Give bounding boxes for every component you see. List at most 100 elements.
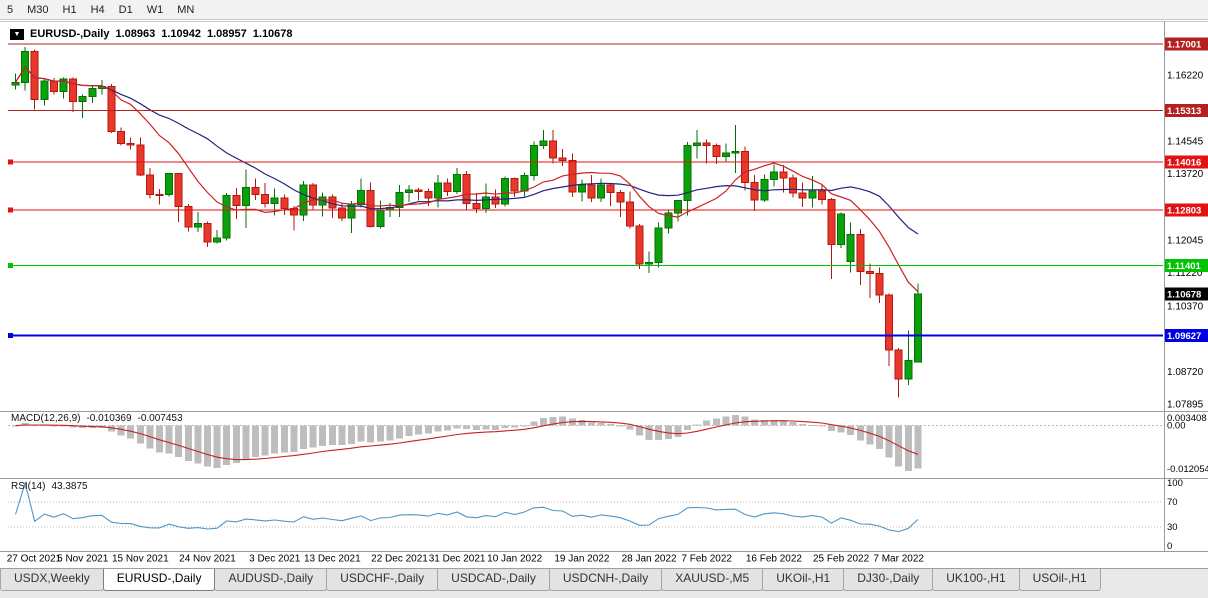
macd-bar <box>184 425 192 461</box>
timeframe-button-5[interactable]: 5 <box>7 3 14 16</box>
macd-bar <box>559 416 567 426</box>
macd-bar <box>530 421 538 426</box>
macd-axis-max: 0.003408 <box>1167 413 1207 424</box>
tab-usdx-weekly[interactable]: USDX,Weekly <box>0 569 104 591</box>
macd-bar <box>741 416 749 426</box>
date-label: 31 Dec 2021 <box>429 554 486 565</box>
macd-bar <box>463 425 471 429</box>
candle-down <box>558 148 567 167</box>
price-axis-label: 1.11220 <box>1167 268 1203 279</box>
candle-down <box>635 223 644 269</box>
macd-bar <box>520 425 528 427</box>
timeframe-button-w1[interactable]: W1 <box>146 3 164 16</box>
macd-bar <box>242 425 250 460</box>
price-badge-text: 1.14016 <box>1167 158 1201 169</box>
candle-up <box>222 193 231 241</box>
macd-bar <box>866 425 874 445</box>
macd-bar <box>837 425 845 433</box>
candle-up <box>213 229 222 244</box>
macd-bar <box>338 425 346 446</box>
candle-down <box>136 137 145 177</box>
tab-ukoil-h1[interactable]: UKOil-,H1 <box>762 569 845 591</box>
candle-down <box>261 183 270 208</box>
candle-down <box>798 182 807 207</box>
hline-handle[interactable] <box>8 207 13 213</box>
macd-bar <box>616 425 624 427</box>
macd-bar <box>376 425 384 442</box>
ohlc-high: 1.10942 <box>161 28 201 40</box>
macd-bar <box>847 425 855 436</box>
tab-uk100-h1[interactable]: UK100-,H1 <box>932 569 1020 591</box>
date-label: 22 Dec 2021 <box>371 554 428 565</box>
macd-bar <box>348 425 355 444</box>
timeframe-button-mn[interactable]: MN <box>177 3 195 16</box>
date-label: 27 Oct 2021 <box>7 554 62 565</box>
candle-up <box>165 172 174 197</box>
macd-bar <box>156 425 163 453</box>
candle-down <box>865 263 874 298</box>
macd-bar <box>290 425 298 453</box>
macd-bar <box>213 425 221 469</box>
candle-up <box>318 192 327 217</box>
tab-usoil-h1[interactable]: USOil-,H1 <box>1018 569 1101 591</box>
timeframe-button-h4[interactable]: H4 <box>90 3 105 16</box>
macd-bar <box>789 422 797 426</box>
tab-usdcad-daily[interactable]: USDCAD-,Daily <box>437 569 550 591</box>
ohlc-close: 1.10678 <box>252 28 293 40</box>
timeframe-button-h1[interactable]: H1 <box>62 3 77 16</box>
rsi-name: RSI(14) <box>11 481 46 492</box>
tab-xauusd-m5[interactable]: XAUUSD-,M5 <box>661 569 764 591</box>
price-axis-label: 1.10370 <box>1167 302 1204 313</box>
candle-down <box>587 174 596 202</box>
candle-up <box>376 200 385 229</box>
tab-eurusd-daily[interactable]: EURUSD-,Daily <box>102 569 216 591</box>
chevron-down-icon: ▼ <box>13 30 21 38</box>
candle-up <box>693 129 702 159</box>
tab-dj30-daily[interactable]: DJ30-,Daily <box>843 569 934 591</box>
chart-dropdown-button[interactable]: ▼ <box>10 28 24 40</box>
timeframe-button-d1[interactable]: D1 <box>118 3 133 16</box>
macd-bar <box>300 425 307 449</box>
candle-up <box>846 222 855 273</box>
candle-down <box>443 178 452 196</box>
macd-bar <box>21 422 29 426</box>
candle-down <box>126 137 135 150</box>
macd-bar <box>444 425 451 431</box>
tab-audusd-daily[interactable]: AUDUSD-,Daily <box>214 569 328 591</box>
macd-bar <box>818 425 826 427</box>
macd-axis-min: -0.012054 <box>1167 464 1208 475</box>
macd-bar <box>482 425 490 430</box>
macd-bar <box>319 425 327 446</box>
tab-usdcnh-daily[interactable]: USDCNH-,Daily <box>548 569 663 591</box>
macd-bar <box>223 425 231 466</box>
hline-handle[interactable] <box>8 262 13 268</box>
date-label: 10 Jan 2022 <box>487 554 542 565</box>
candle-up <box>904 330 913 385</box>
candle-down <box>203 221 212 248</box>
macd-bar <box>79 425 87 429</box>
price-axis-label: 1.16220 <box>1167 70 1204 81</box>
date-label: 13 Dec 2021 <box>304 554 361 565</box>
candle-up <box>913 283 922 363</box>
hline-handle[interactable] <box>8 333 13 339</box>
macd-bar <box>232 425 240 464</box>
candle-down <box>280 194 289 216</box>
hline-handle[interactable] <box>8 159 13 165</box>
timeframe-button-m30[interactable]: M30 <box>27 3 49 16</box>
candle-down <box>779 165 788 193</box>
macd-indicator-label: MACD(12,26,9) -0.010369 -0.007453 <box>11 413 183 424</box>
candle-up <box>597 178 606 203</box>
ma-fast-line <box>14 66 919 293</box>
candle-down <box>251 178 260 201</box>
tab-usdchf-daily[interactable]: USDCHF-,Daily <box>326 569 439 591</box>
candle-up <box>453 168 462 194</box>
candlesticks <box>11 47 922 398</box>
candle-up <box>721 143 730 162</box>
candle-up <box>760 174 769 203</box>
macd-bar <box>60 425 67 427</box>
macd-bar <box>165 425 173 454</box>
candle-down <box>712 143 721 165</box>
macd-bar <box>261 425 269 456</box>
macd-bar <box>511 425 519 428</box>
